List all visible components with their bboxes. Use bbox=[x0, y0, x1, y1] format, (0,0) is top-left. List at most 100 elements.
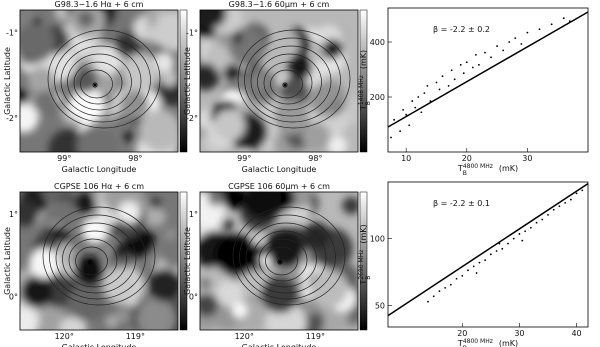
blob bbox=[247, 59, 262, 74]
y-axis-label: TB1408 MHz (mK) bbox=[358, 50, 372, 111]
blob bbox=[148, 268, 178, 302]
data-point bbox=[512, 237, 515, 240]
blob bbox=[64, 10, 75, 16]
data-point bbox=[514, 37, 517, 40]
data-point bbox=[459, 63, 462, 66]
blob bbox=[103, 267, 140, 304]
blob bbox=[221, 192, 247, 210]
x-axis-label-sub: B bbox=[463, 345, 467, 347]
data-point bbox=[484, 51, 486, 54]
data-point bbox=[444, 287, 447, 289]
map-frame bbox=[199, 9, 359, 153]
blob bbox=[200, 293, 219, 317]
y-axis-label-symbol: T bbox=[359, 280, 368, 286]
x-axis-label: Galactic Longitude bbox=[242, 165, 317, 174]
x-axis-label-unit: (mK) bbox=[499, 339, 518, 347]
data-point bbox=[417, 96, 420, 98]
y-axis-label: TB2690 MHz (mK) bbox=[358, 224, 372, 285]
x-axis-label-sup: 4800 MHz bbox=[463, 163, 493, 170]
map-image bbox=[200, 192, 358, 330]
data-point bbox=[495, 250, 498, 252]
blob bbox=[228, 26, 267, 66]
contour bbox=[265, 246, 298, 276]
data-point bbox=[471, 66, 474, 69]
blob bbox=[74, 255, 106, 287]
source-star bbox=[92, 82, 98, 88]
data-point bbox=[405, 113, 408, 116]
data-point bbox=[447, 85, 450, 87]
data-point bbox=[432, 295, 435, 298]
blob bbox=[29, 248, 60, 279]
blob bbox=[330, 100, 344, 115]
blob bbox=[218, 32, 233, 47]
blob bbox=[20, 103, 39, 133]
colorbar bbox=[179, 9, 188, 153]
blob bbox=[27, 66, 56, 95]
data-point bbox=[441, 75, 444, 78]
contour bbox=[54, 37, 151, 123]
map-title: G98.3−1.6 Hα + 6 cm bbox=[55, 0, 144, 9]
blob bbox=[20, 307, 38, 330]
map-image bbox=[20, 192, 178, 330]
contour bbox=[232, 206, 346, 306]
data-point bbox=[502, 49, 505, 52]
blob bbox=[273, 99, 309, 135]
blob bbox=[251, 72, 270, 90]
x-tick-label: 10 bbox=[401, 154, 411, 163]
blob bbox=[261, 275, 299, 314]
data-point bbox=[496, 45, 498, 47]
data-point bbox=[438, 290, 441, 293]
x-tick-label: 98° bbox=[128, 154, 142, 163]
contour bbox=[68, 238, 118, 282]
x-tick-label: 120° bbox=[235, 332, 254, 341]
data-point bbox=[526, 31, 529, 34]
blob bbox=[200, 66, 220, 89]
data-point bbox=[414, 106, 417, 109]
blob bbox=[54, 242, 75, 263]
blob bbox=[105, 315, 118, 328]
x-tick-label: 119° bbox=[306, 332, 325, 341]
blob bbox=[231, 32, 243, 44]
y-tick-label: 1° bbox=[9, 210, 18, 219]
data-point bbox=[435, 81, 438, 84]
source-star bbox=[87, 259, 93, 265]
data-point bbox=[507, 242, 509, 245]
colorbar bbox=[179, 191, 188, 331]
plot-frame bbox=[387, 7, 589, 153]
data-point bbox=[467, 269, 469, 272]
data-point bbox=[547, 213, 549, 216]
blob bbox=[200, 277, 212, 290]
contour bbox=[252, 230, 317, 288]
colorbar bbox=[359, 191, 368, 331]
x-axis-label: TB4800 MHz (mK) bbox=[457, 163, 518, 177]
y-axis-label-unit: (mK) bbox=[359, 224, 368, 243]
contour bbox=[42, 206, 156, 306]
blob bbox=[302, 122, 331, 151]
data-point bbox=[538, 28, 541, 31]
blob bbox=[272, 30, 300, 58]
data-point bbox=[450, 69, 453, 72]
blob bbox=[76, 125, 118, 152]
contour bbox=[270, 69, 303, 99]
data-point bbox=[569, 198, 572, 201]
contour bbox=[263, 61, 313, 105]
x-tick-label: 98° bbox=[308, 154, 322, 163]
x-tick-label: 30 bbox=[522, 154, 532, 163]
contour bbox=[258, 238, 308, 282]
map-title: G98.3−1.6 60μm + 6 cm bbox=[229, 0, 330, 9]
y-axis-label: Galactic Latitude bbox=[3, 47, 12, 115]
data-point bbox=[541, 218, 544, 221]
contour bbox=[47, 29, 161, 129]
blob bbox=[154, 11, 178, 52]
x-tick-label: 119° bbox=[126, 332, 145, 341]
y-axis-label-unit: (mK) bbox=[359, 50, 368, 69]
x-tick-label: 99° bbox=[57, 154, 71, 163]
x-tick-label: 20 bbox=[462, 154, 472, 163]
blob bbox=[136, 298, 176, 330]
blob bbox=[114, 32, 139, 57]
blob bbox=[223, 63, 241, 81]
blob bbox=[232, 302, 248, 318]
contour bbox=[80, 69, 113, 99]
map-image bbox=[200, 10, 358, 152]
